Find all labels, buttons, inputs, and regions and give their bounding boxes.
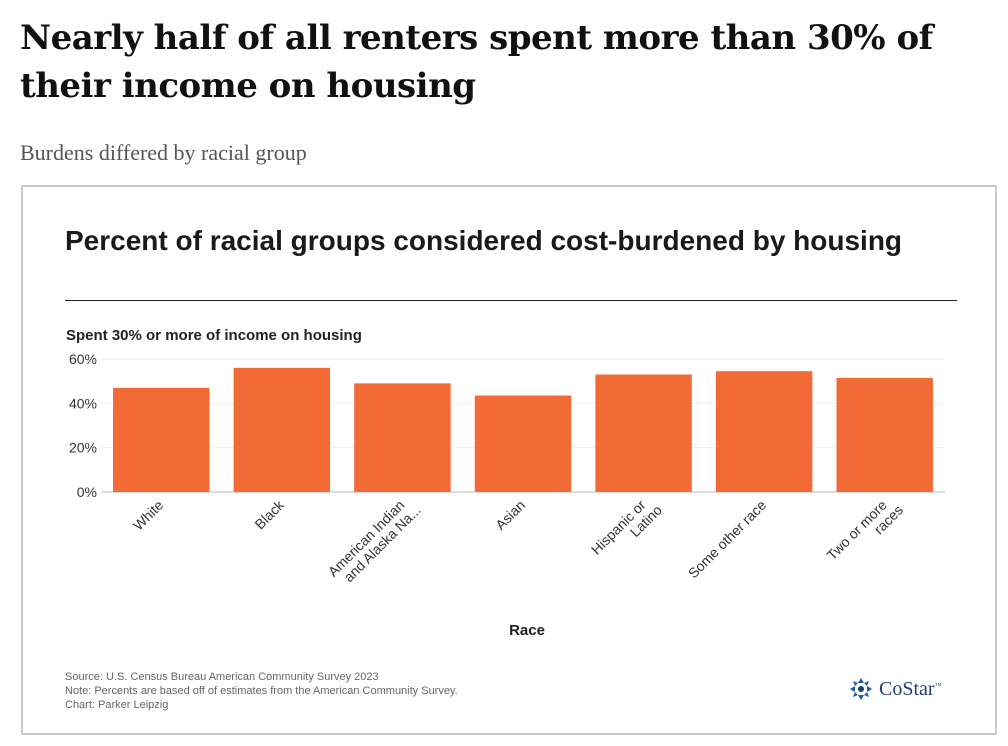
methodology-note: Note: Percents are based off of estimate… <box>65 685 458 697</box>
y-tick-label: 60% <box>69 351 97 367</box>
chart-credit: Chart: Parker Leipzig <box>65 699 169 711</box>
x-tick-label: Hispanic orLatino <box>588 491 665 568</box>
x-tick-label: Black <box>251 496 287 532</box>
y-tick-label: 0% <box>77 484 97 500</box>
x-axis-label: Race <box>509 622 545 639</box>
x-tick-label: Asian <box>492 497 528 533</box>
chart-card: Percent of racial groups considered cost… <box>21 185 997 735</box>
svg-text:Asian: Asian <box>492 497 528 533</box>
chart-subtitle: Spent 30% or more of income on housing <box>66 327 362 344</box>
bar <box>715 371 813 492</box>
svg-text:Hispanic orLatino: Hispanic orLatino <box>588 491 665 568</box>
bar <box>233 367 331 492</box>
svg-text:American Indianand Alaska Na..: American Indianand Alaska Na... <box>325 491 424 590</box>
x-tick-label: American Indianand Alaska Na... <box>325 491 424 590</box>
bar <box>354 383 451 492</box>
bar <box>474 395 572 492</box>
chart-title: Percent of racial groups considered cost… <box>65 225 903 256</box>
x-tick-label: Some other race <box>685 497 770 582</box>
source-note: Source: U.S. Census Bureau American Comm… <box>65 671 379 683</box>
logo-wordmark: CoStar™ <box>879 677 942 700</box>
svg-text:Two or moreraces: Two or moreraces <box>824 491 907 574</box>
costar-logo: CoStar™ <box>849 677 941 701</box>
headline: Nearly half of all renters spent more th… <box>20 18 933 106</box>
svg-text:White: White <box>130 497 167 534</box>
bar <box>113 387 210 492</box>
subheadline: Burdens differed by racial group <box>20 140 307 165</box>
chart-footer: Source: U.S. Census Bureau American Comm… <box>65 670 458 712</box>
bar-chart: 0% 20% 40% 60% White Black American Indianand … <box>69 351 945 639</box>
bar <box>595 374 692 492</box>
title-divider <box>65 300 957 301</box>
svg-text:Black: Black <box>251 496 287 532</box>
x-tick-label: White <box>130 497 167 534</box>
y-tick-label: 20% <box>69 440 97 456</box>
x-tick-label: Two or moreraces <box>824 491 907 574</box>
svg-text:Some other race: Some other race <box>685 497 770 582</box>
costar-logo-icon <box>850 678 872 700</box>
bar <box>836 377 933 492</box>
y-tick-label: 40% <box>69 395 97 411</box>
